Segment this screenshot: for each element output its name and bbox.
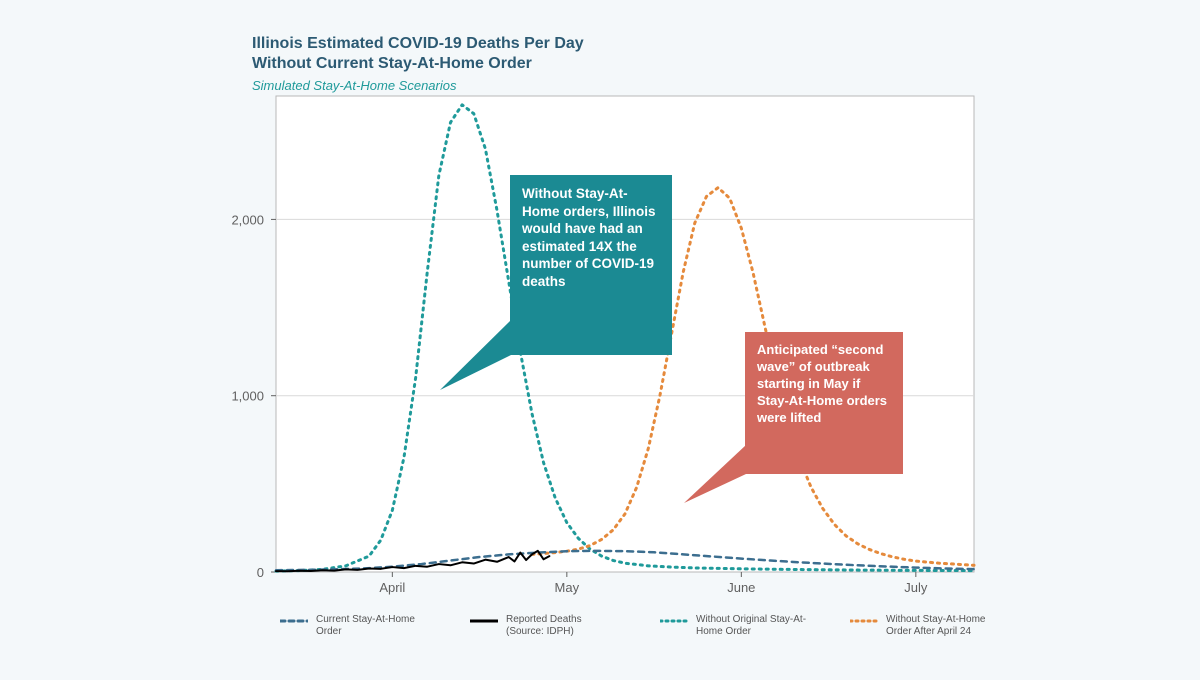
legend-label-without_original: Without Original Stay-At-Home Order [696,614,810,638]
y-tick-label: 0 [257,565,264,580]
x-tick-label: July [904,580,928,595]
legend-swatch-without_after_apr24 [850,616,878,626]
legend-item-reported: Reported Deaths (Source: IDPH) [470,614,620,638]
legend-swatch-current_order [280,616,308,626]
y-tick-label: 1,000 [231,389,264,404]
callout-red: Anticipated “second wave” of outbreak st… [745,332,903,474]
x-tick-label: June [727,580,755,595]
legend-swatch-without_original [660,616,688,626]
legend-item-current_order: Current Stay-At-Home Order [280,614,430,638]
chart-container: Illinois Estimated COVID-19 Deaths Per D… [0,0,1200,680]
legend-swatch-reported [470,616,498,626]
callout-teal: Without Stay-At-Home orders, Illinois wo… [510,175,672,355]
legend-label-current_order: Current Stay-At-Home Order [316,614,430,638]
x-tick-label: May [555,580,580,595]
y-tick-label: 2,000 [231,212,264,227]
legend-item-without_original: Without Original Stay-At-Home Order [660,614,810,638]
legend-item-without_after_apr24: Without Stay-At-Home Order After April 2… [850,614,1000,638]
legend-label-reported: Reported Deaths (Source: IDPH) [506,614,620,638]
x-tick-label: April [379,580,405,595]
legend-label-without_after_apr24: Without Stay-At-Home Order After April 2… [886,614,1000,638]
legend: Current Stay-At-Home Order Reported Death… [280,614,1000,638]
